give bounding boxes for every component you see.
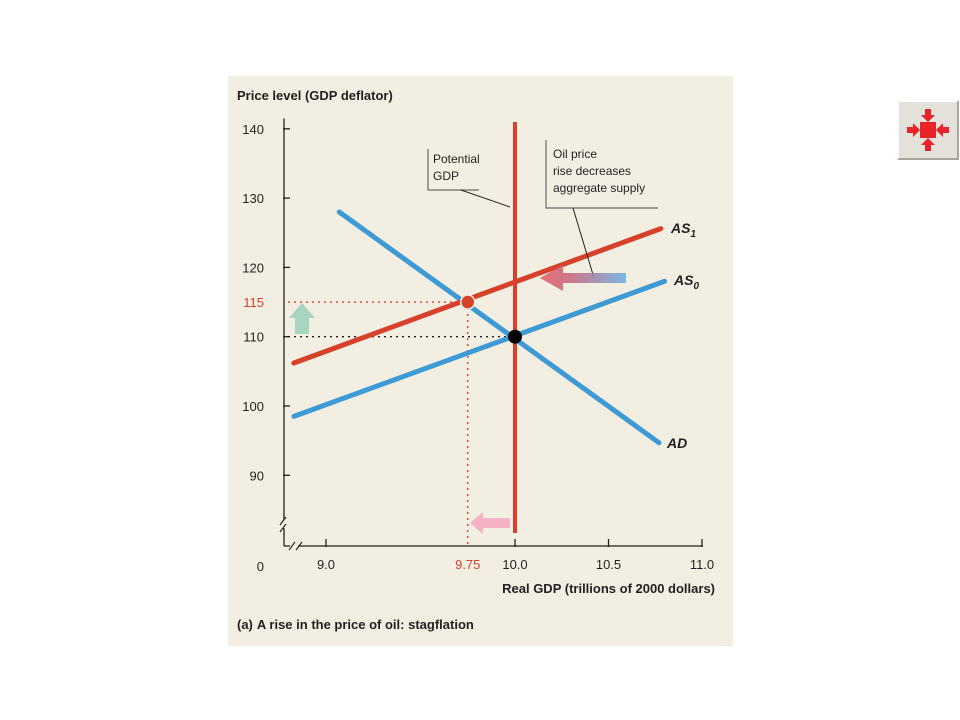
chart-panel: Price level (GDP deflator) 90 100 110 120 13… (228, 76, 733, 646)
price-rise-arrow (289, 303, 315, 334)
as0-label: AS0 (673, 272, 699, 292)
y-tick-label: 100 (242, 399, 264, 414)
y-tick-label: 130 (242, 191, 264, 206)
x-tick-label: 10.0 (502, 557, 527, 572)
as1-label: AS1 (670, 220, 696, 240)
oil-price-line2: rise decreases (553, 164, 631, 178)
y-highlight-label: 115 (243, 295, 264, 310)
as1-curve (291, 226, 664, 366)
y-axis-break-mark (279, 523, 287, 533)
potential-gdp-line1: Potential (433, 152, 480, 166)
x-highlight-label: 9.75 (455, 557, 480, 572)
y-tick-label: 110 (243, 330, 264, 345)
x-tick-label: 11.0 (690, 557, 714, 572)
shrink-arrows-icon (907, 109, 949, 151)
potential-gdp-callout: Potential GDP (427, 149, 511, 208)
supply-shift-arrow (540, 265, 626, 291)
origin-label: 0 (257, 559, 264, 574)
x-axis-label: Real GDP (trillions of 2000 dollars) (502, 581, 715, 596)
figure-caption: (a) A rise in the price of oil: stagflati… (237, 617, 474, 632)
gdp-fall-arrow (470, 512, 510, 534)
ad-label: AD (666, 435, 687, 451)
y-tick-label: 120 (242, 260, 264, 275)
as0-curve (291, 278, 668, 419)
y-tick-label: 90 (250, 468, 264, 483)
oil-price-line1: Oil price (553, 147, 597, 161)
y-axis-break-mark (279, 516, 287, 526)
x-tick-label: 10.5 (596, 557, 621, 572)
oil-price-line3: aggregate supply (553, 181, 645, 195)
shrink-arrows-button[interactable] (897, 100, 959, 160)
y-tick-label: 140 (242, 122, 264, 137)
x-axis-break-mark (288, 541, 296, 551)
oil-price-callout: Oil price rise decreases aggregate suppl… (545, 140, 658, 279)
potential-gdp-line2: GDP (433, 169, 459, 183)
ad-curve (336, 209, 662, 446)
chart: Price level (GDP deflator) 90 100 110 120 13… (237, 88, 715, 632)
x-tick-label: 9.0 (317, 557, 335, 572)
y-axis-label: Price level (GDP deflator) (237, 88, 393, 103)
equilibrium-point (460, 294, 476, 310)
equilibrium-point (508, 329, 522, 344)
